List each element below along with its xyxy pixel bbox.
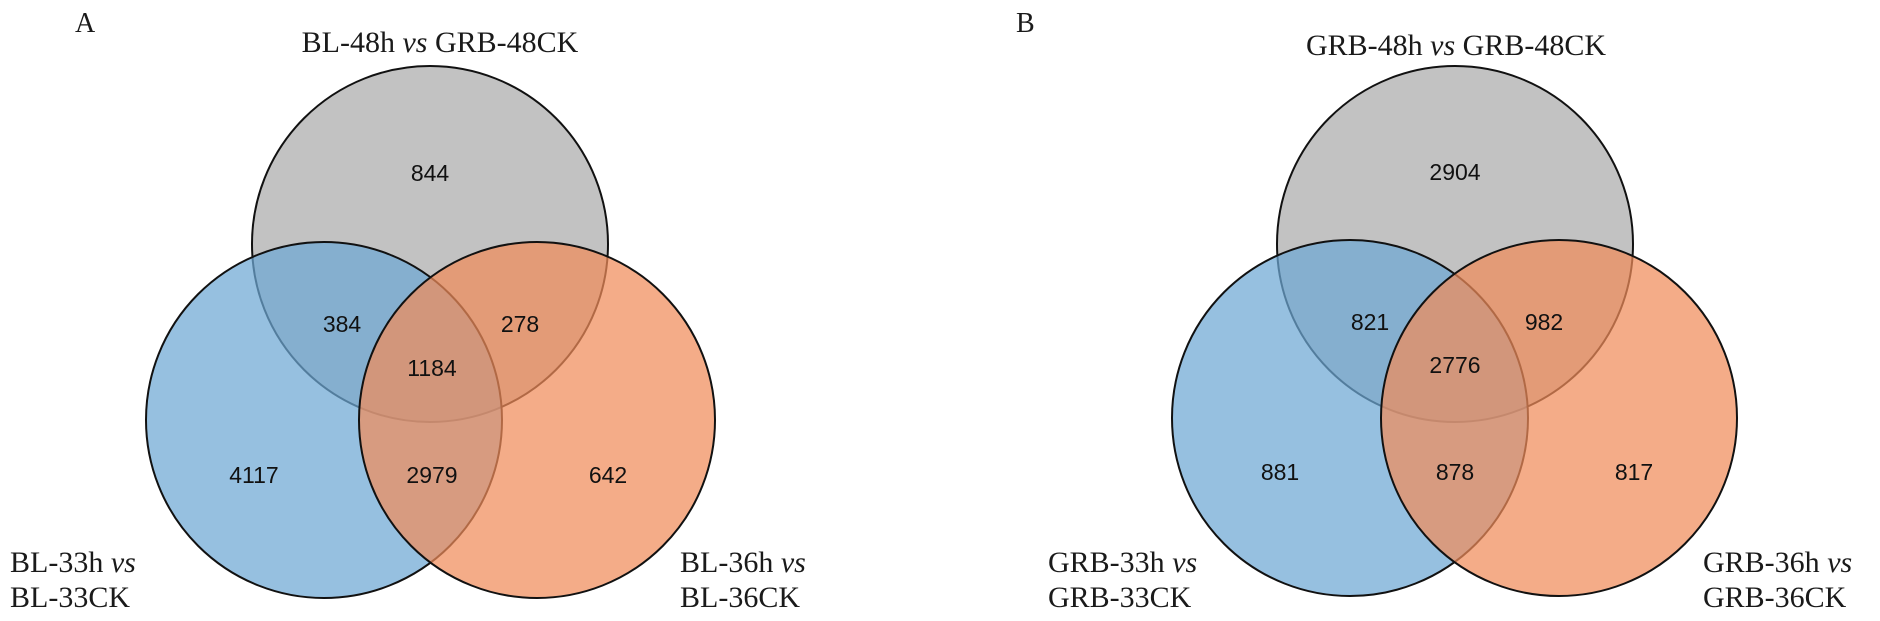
panel-b-right-set-label: GRB-36h vs GRB-36CK (1703, 546, 1860, 614)
panel-b-left-set-label: GRB-33h vs GRB-33CK (1048, 546, 1205, 614)
panel-a-count-right-only: 642 (589, 462, 627, 488)
panel-a-count-top-only: 844 (411, 160, 450, 186)
panel-b-letter: B (1016, 8, 1035, 39)
panel-b-count-right-only: 817 (1615, 459, 1653, 485)
panel-a-letter: A (75, 8, 96, 39)
panel-a: A BL-48h vs GRB-48CK 844 4117 642 384 27… (10, 8, 813, 614)
panel-a-count-top-right: 278 (501, 311, 539, 337)
panel-b-count-left-only: 881 (1261, 459, 1299, 485)
panel-b-right-circle (1380, 239, 1738, 597)
panel-a-count-left-right: 2979 (406, 462, 457, 488)
panel-a-right-set-label: BL-36h vs BL-36CK (680, 546, 813, 614)
panel-b-count-left-right: 878 (1436, 459, 1474, 485)
panel-a-right-circle (358, 241, 716, 599)
panel-b-top-set-label: GRB-48h vs GRB-48CK (1306, 29, 1606, 62)
panel-b-count-top-left: 821 (1351, 309, 1389, 335)
panel-b: B GRB-48h vs GRB-48CK 2904 881 817 821 9… (1016, 8, 1860, 614)
panel-a-count-left-only: 4117 (229, 462, 278, 488)
panel-b-count-top-only: 2904 (1429, 159, 1480, 185)
panel-b-count-top-right: 982 (1525, 309, 1563, 335)
panel-b-count-all: 2776 (1429, 352, 1480, 378)
panel-a-count-top-left: 384 (323, 311, 362, 337)
panel-a-left-set-label: BL-33h vs BL-33CK (10, 546, 143, 614)
panel-a-top-set-label: BL-48h vs GRB-48CK (302, 26, 579, 59)
panel-a-count-all: 1184 (407, 355, 457, 381)
